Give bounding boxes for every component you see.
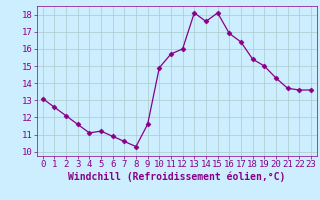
X-axis label: Windchill (Refroidissement éolien,°C): Windchill (Refroidissement éolien,°C): [68, 172, 285, 182]
